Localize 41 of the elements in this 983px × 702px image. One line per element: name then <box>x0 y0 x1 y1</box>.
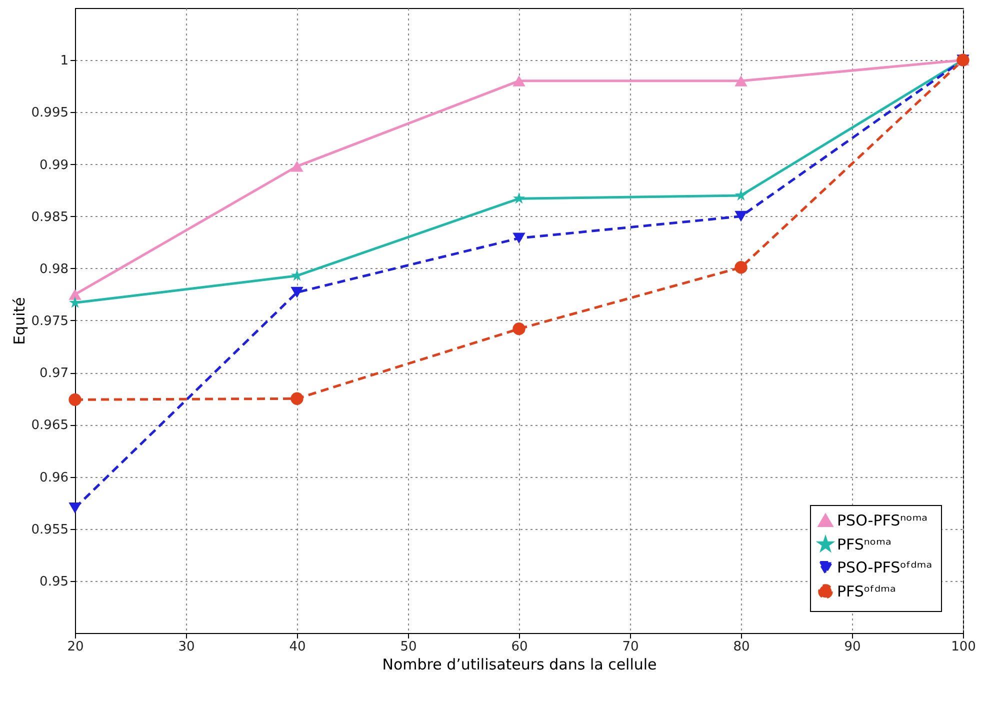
y-tick-label: 0.97 <box>40 366 68 382</box>
point <box>734 189 748 201</box>
y-tick-label: 0.99 <box>40 158 68 173</box>
point <box>68 288 82 300</box>
legend-label: PFSⁿᵒᵐᵃ <box>837 536 892 554</box>
point <box>68 502 82 514</box>
x-tick-label: 20 <box>67 640 84 654</box>
point <box>68 296 82 308</box>
x-tick-label: 80 <box>733 640 750 654</box>
point <box>290 286 304 298</box>
point <box>290 160 304 172</box>
y-tick-label: 0.96 <box>40 470 68 486</box>
y-tick-label: 0.965 <box>31 418 68 434</box>
x-tick-label: 40 <box>289 640 306 654</box>
point <box>512 322 526 336</box>
point <box>734 75 748 86</box>
y-tick-label: 0.975 <box>31 314 68 329</box>
point <box>512 232 526 244</box>
y-tick-label: 0.955 <box>31 522 68 538</box>
y-tick-label: 1 <box>60 54 68 69</box>
x-tick-label: 60 <box>511 640 528 654</box>
x-tick-label: 70 <box>622 640 639 654</box>
point <box>68 393 82 406</box>
y-tick-label: 0.95 <box>40 574 68 590</box>
legend-label: PSO-PFSᵒᶠᵈᵐᵃ <box>837 558 932 576</box>
y-tick-label: 0.98 <box>40 262 68 277</box>
y-tick-label: 0.985 <box>31 210 68 225</box>
x-axis-title: Nombre d’utilisateurs dans la cellule <box>382 656 657 674</box>
y-axis-title: Equité <box>10 297 28 345</box>
legend-label: PFSᵒᶠᵈᵐᵃ <box>837 582 896 600</box>
x-tick-label: 100 <box>951 640 976 654</box>
point <box>734 210 748 222</box>
point <box>512 192 526 204</box>
point <box>734 261 748 274</box>
x-tick-label: 30 <box>178 640 195 654</box>
x-tick-label: 90 <box>844 640 861 654</box>
point <box>512 75 526 86</box>
x-tick-label: 50 <box>400 640 417 654</box>
y-tick-label: 0.995 <box>31 106 68 121</box>
point <box>290 392 304 405</box>
legend-label: PSO-PFSⁿᵒᵐᵃ <box>837 512 928 530</box>
